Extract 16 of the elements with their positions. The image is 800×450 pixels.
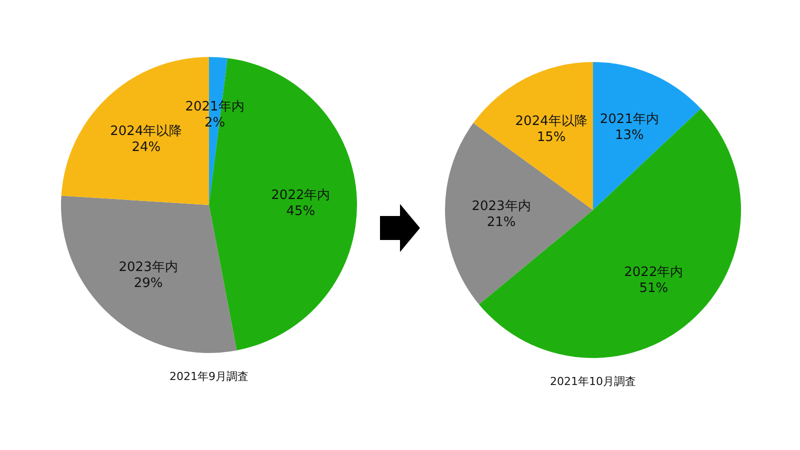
data-label: 15%: [536, 130, 566, 146]
slice-label: 2024年以降: [110, 124, 182, 140]
data-label: 21%: [486, 214, 516, 230]
slice-label: 2024年以降: [515, 114, 588, 130]
data-label: 24%: [132, 140, 161, 156]
text: 2021年10月調査: [550, 375, 636, 388]
data-label: 29%: [134, 276, 163, 291]
data-label: 45%: [286, 204, 316, 220]
slice-label: 2023年内: [118, 260, 178, 275]
text: 2021年9月調査: [170, 370, 248, 383]
slice-label: 2023年内: [472, 198, 531, 214]
data-label: 51%: [639, 280, 668, 296]
slice-label: 2022年内: [624, 264, 684, 280]
data-label: 13%: [614, 128, 644, 143]
slice-label: 2022年内: [271, 188, 330, 204]
slice-label: 2021年内: [600, 112, 659, 127]
